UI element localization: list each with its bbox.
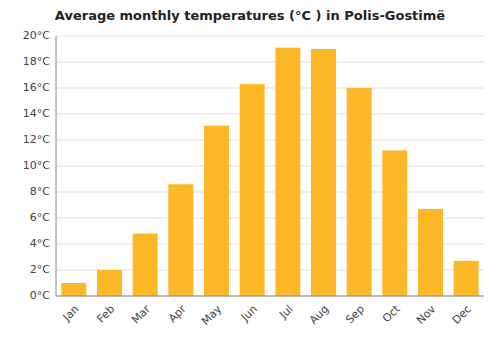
grid-line [56, 296, 484, 297]
grid-line [56, 192, 484, 193]
y-tick-label: 0°C [30, 289, 50, 302]
y-axis-line [56, 36, 57, 296]
bar [347, 88, 372, 296]
y-tick-label: 8°C [30, 185, 50, 198]
bar [204, 126, 229, 296]
x-tick-label: Nov [414, 302, 439, 327]
grid-line [56, 114, 484, 115]
bar [61, 283, 86, 296]
y-tick-labels: 0°C 2°C 4°C 6°C 8°C 10°C 12°C 14°C 16°C 18°C 20°C [23, 29, 50, 302]
x-tick-label: Dec [450, 303, 474, 327]
y-tick-label: 12°C [23, 133, 50, 146]
grid-line [56, 88, 484, 89]
bar [311, 49, 336, 296]
y-tick-label: 6°C [30, 211, 50, 224]
bar [97, 270, 122, 296]
bar [275, 48, 300, 296]
bar [240, 84, 265, 296]
grid-line [56, 62, 484, 63]
y-tick-label: 14°C [23, 107, 50, 120]
x-tick-label: Apr [166, 302, 189, 325]
y-tick-label: 10°C [23, 159, 50, 172]
x-tick-label: Jan [60, 303, 82, 325]
x-tick-label: Jul [276, 303, 295, 322]
bar [418, 209, 443, 296]
x-tick-label: Aug [307, 303, 331, 327]
grid-line [56, 166, 484, 167]
y-tick-label: 20°C [23, 29, 50, 42]
y-tick-label: 16°C [23, 81, 50, 94]
chart-container: 0°C 2°C 4°C 6°C 8°C 10°C 12°C 14°C 16°C 18°C 20°C J… [0, 0, 500, 350]
y-tick-label: 18°C [23, 55, 50, 68]
grid-line [56, 140, 484, 141]
x-tick-label: Sep [343, 303, 367, 327]
x-axis-line [56, 296, 484, 297]
chart-title: Average monthly temperatures (°C ) in Po… [55, 8, 445, 23]
bar [382, 150, 407, 296]
y-tick-label: 4°C [30, 237, 50, 250]
bars [61, 48, 478, 296]
chart-svg: 0°C 2°C 4°C 6°C 8°C 10°C 12°C 14°C 16°C 18°C 20°C J… [0, 0, 500, 350]
bar [133, 234, 158, 296]
x-tick-label: Mar [129, 302, 153, 326]
grid-line [56, 36, 484, 37]
x-tick-label: Feb [94, 303, 117, 326]
x-tick-label: Oct [380, 302, 403, 325]
x-tick-label: May [199, 302, 225, 328]
y-grid [56, 36, 484, 296]
x-tick-label: Jun [238, 303, 260, 325]
x-tick-labels: Jan Feb Mar Apr May Jun Jul Aug Sep Oct Nov Dec [60, 302, 474, 328]
bar [454, 261, 479, 296]
bar [168, 184, 193, 296]
y-tick-label: 2°C [30, 263, 50, 276]
